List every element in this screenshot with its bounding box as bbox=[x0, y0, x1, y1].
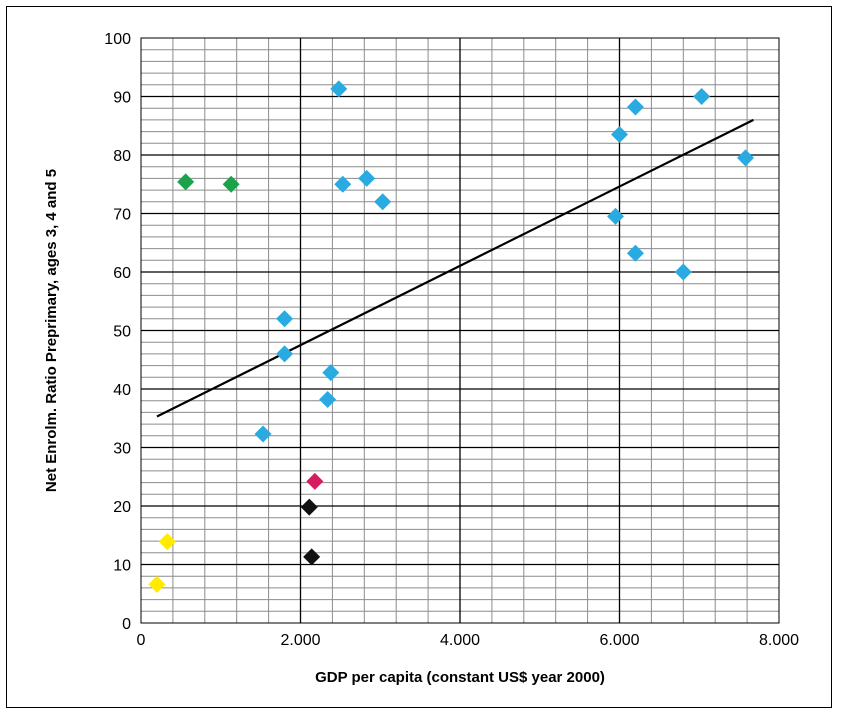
data-point bbox=[319, 391, 337, 409]
y-axis-ticks: 0 10 20 30 40 50 60 70 80 90 100 bbox=[104, 31, 131, 633]
data-point bbox=[330, 80, 348, 98]
data-point bbox=[322, 364, 340, 382]
data-point bbox=[374, 193, 392, 211]
data-point bbox=[358, 169, 376, 187]
data-point bbox=[177, 173, 195, 191]
data-point bbox=[254, 425, 272, 443]
data-point bbox=[334, 175, 352, 193]
x-tick-label: 2.000 bbox=[280, 632, 320, 649]
y-tick-label: 60 bbox=[113, 265, 131, 282]
data-point bbox=[276, 345, 294, 363]
y-tick-label: 50 bbox=[113, 324, 131, 341]
x-axis-ticks: 0 2.000 4.000 6.000 8.000 bbox=[137, 632, 800, 649]
x-tick-label: 0 bbox=[137, 632, 146, 649]
x-axis-label: GDP per capita (constant US$ year 2000) bbox=[315, 669, 605, 686]
y-tick-label: 80 bbox=[113, 148, 131, 165]
data-point bbox=[611, 126, 628, 144]
data-point bbox=[674, 263, 692, 281]
y-tick-label: 90 bbox=[113, 90, 131, 107]
x-tick-label: 4.000 bbox=[440, 632, 480, 649]
y-axis-label: Net Enrolm. Ratio Preprimary, ages 3, 4 … bbox=[43, 169, 60, 492]
y-tick-label: 30 bbox=[113, 441, 131, 458]
data-point bbox=[303, 548, 321, 566]
data-point bbox=[693, 88, 711, 105]
x-tick-label: 8.000 bbox=[759, 632, 799, 649]
data-point bbox=[626, 244, 644, 262]
data-point bbox=[626, 98, 644, 116]
y-tick-label: 70 bbox=[113, 207, 131, 224]
y-tick-label: 20 bbox=[113, 499, 131, 516]
plot-border bbox=[140, 37, 780, 624]
y-tick-label: 0 bbox=[122, 616, 131, 633]
data-point bbox=[222, 175, 240, 193]
chart-frame bbox=[6, 6, 832, 708]
data-point bbox=[607, 207, 625, 225]
data-point bbox=[148, 575, 166, 593]
data-point bbox=[276, 310, 294, 328]
data-point bbox=[300, 498, 318, 516]
y-tick-label: 10 bbox=[113, 558, 131, 575]
data-point bbox=[158, 533, 176, 551]
y-tick-label: 40 bbox=[113, 382, 131, 399]
x-tick-label: 6.000 bbox=[599, 632, 639, 649]
trendline bbox=[156, 118, 754, 418]
y-tick-label: 100 bbox=[104, 31, 131, 48]
data-points bbox=[148, 80, 755, 593]
data-point bbox=[737, 149, 755, 167]
data-point bbox=[306, 472, 324, 490]
